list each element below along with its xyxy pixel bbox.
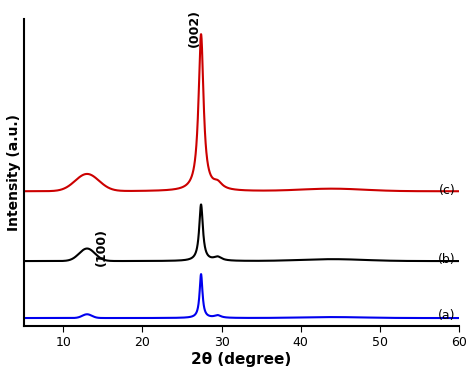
Text: (002): (002) <box>188 9 201 47</box>
Text: (100): (100) <box>95 228 108 266</box>
X-axis label: 2θ (degree): 2θ (degree) <box>191 352 292 367</box>
Text: (c): (c) <box>438 184 455 197</box>
Text: (a): (a) <box>438 309 455 322</box>
Y-axis label: Intensity (a.u.): Intensity (a.u.) <box>7 114 21 231</box>
Text: (b): (b) <box>438 253 455 266</box>
